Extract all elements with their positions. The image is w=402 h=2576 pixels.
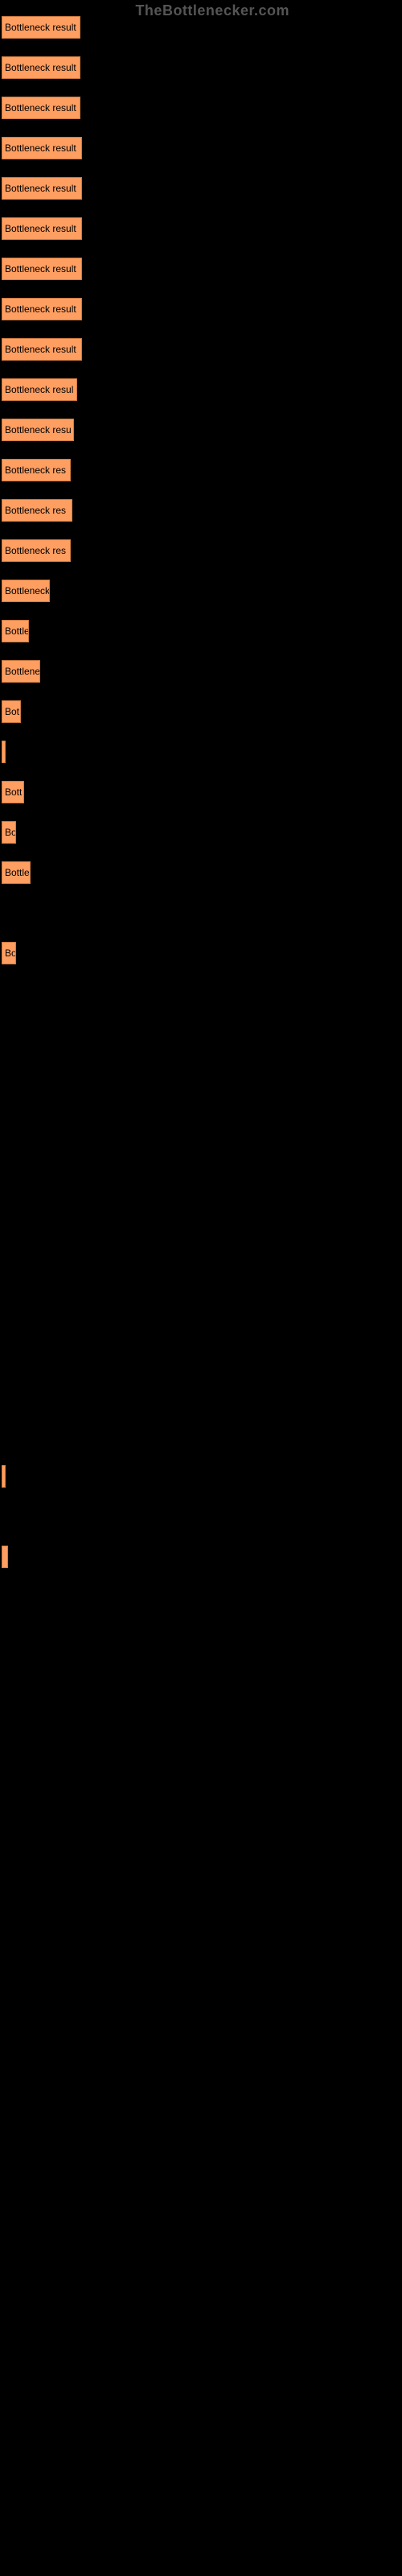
bar-label: Bottleneck result <box>5 102 76 114</box>
chart-bar: Bot <box>2 700 21 723</box>
chart-bar: Bo <box>2 942 16 964</box>
bar-label: Bot <box>5 706 19 717</box>
bar-label: Bottleneck result <box>5 142 76 154</box>
chart-bar: Bottleneck result <box>2 258 82 280</box>
bar-label: Bottlene <box>5 666 40 677</box>
bar-label: Bott <box>5 786 22 798</box>
bar-label: Bottleneck result <box>5 223 76 234</box>
bar-label: Bo <box>5 827 16 838</box>
chart-bar <box>2 1264 4 1286</box>
chart-bar: Bottleneck result <box>2 16 80 39</box>
chart-bar <box>2 741 6 763</box>
bar-label: Bo <box>5 947 16 959</box>
chart-bar: Bottle <box>2 861 31 884</box>
bar-label: Bottleneck result <box>5 22 76 33</box>
chart-bar: Bottleneck res <box>2 459 71 481</box>
bar-label: Bottleneck result <box>5 303 76 315</box>
chart-bar <box>2 1022 4 1045</box>
chart-bar <box>2 1546 8 1568</box>
bar-chart: Bottleneck result Bottleneck result Bottle… <box>2 16 82 1586</box>
bar-label: Bottle <box>5 625 29 637</box>
chart-bar <box>2 1103 4 1125</box>
chart-bar: Bottleneck result <box>2 338 82 361</box>
chart-bar <box>2 1143 4 1166</box>
chart-bar: Bottleneck result <box>2 137 82 159</box>
bar-label: Bottleneck resul <box>5 384 73 395</box>
chart-bar <box>2 1183 4 1206</box>
chart-bar: Bottleneck result <box>2 298 82 320</box>
bar-label: Bottle <box>5 867 30 878</box>
bar-label: Bottleneck <box>5 585 50 597</box>
chart-bar <box>2 1224 4 1246</box>
chart-bar: Bottleneck resu <box>2 419 74 441</box>
chart-bar: Bo <box>2 821 16 844</box>
chart-bar <box>2 1465 6 1488</box>
chart-bar <box>2 1385 4 1407</box>
chart-bar: Bottleneck result <box>2 177 82 200</box>
chart-bar: Bottleneck <box>2 580 50 602</box>
chart-bar: Bottleneck res <box>2 499 72 522</box>
chart-bar: Bottleneck result <box>2 217 82 240</box>
chart-bar: Bottleneck resul <box>2 378 77 401</box>
chart-bar <box>2 902 4 924</box>
bar-label: Bottleneck result <box>5 344 76 355</box>
bar-label: Bottleneck result <box>5 263 76 275</box>
chart-bar <box>2 1063 4 1085</box>
chart-bar <box>2 1344 4 1367</box>
chart-bar: Bottleneck res <box>2 539 71 562</box>
chart-bar: Bottleneck result <box>2 97 80 119</box>
bar-label: Bottleneck res <box>5 505 66 516</box>
chart-bar <box>2 1304 4 1327</box>
bar-label: Bottleneck res <box>5 545 66 556</box>
chart-bar: Bottle <box>2 620 29 642</box>
chart-bar <box>2 982 4 1005</box>
chart-bar: Bott <box>2 781 24 803</box>
chart-bar <box>2 1505 4 1528</box>
chart-bar: Bottleneck result <box>2 56 80 79</box>
bar-label: Bottleneck result <box>5 62 76 73</box>
watermark-text: TheBottlenecker.com <box>135 2 289 19</box>
chart-bar <box>2 1425 4 1447</box>
bar-label: Bottleneck result <box>5 183 76 194</box>
bar-label: Bottleneck res <box>5 464 66 476</box>
chart-bar: Bottlene <box>2 660 40 683</box>
bar-label: Bottleneck resu <box>5 424 72 436</box>
